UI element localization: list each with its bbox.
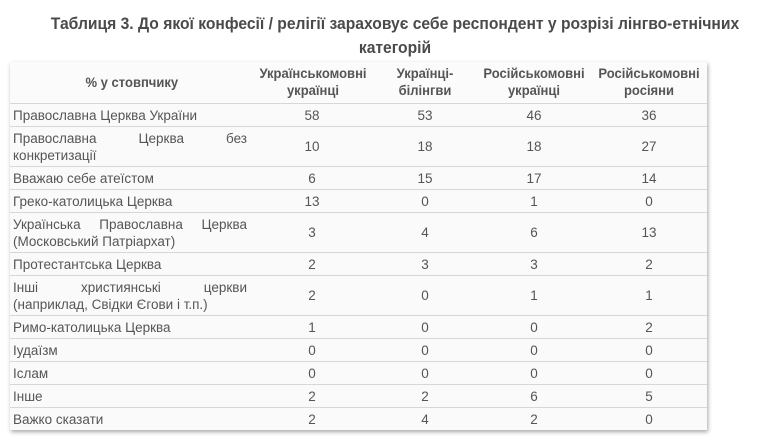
cell-value: 3 [373, 252, 477, 276]
cell-value: 1 [253, 315, 373, 339]
cell-value: 0 [373, 361, 477, 385]
cell-value: 6 [477, 212, 591, 253]
column-header-label: Російськомовні росіяни [598, 65, 700, 98]
table-row: Іслам 0 0 0 0 [10, 361, 707, 385]
table-row: Інше 2 2 6 5 [10, 384, 707, 408]
cell-value: 53 [373, 103, 477, 127]
column-header-bilingual-ukrainians: Українці-білінгви [373, 62, 477, 104]
cell-value: 2 [253, 407, 373, 430]
religion-table-container: % у стовпчику Українськомовні українці У… [10, 62, 707, 430]
cell-value: 2 [253, 252, 373, 276]
table-row: Православна Церква України 58 53 46 36 [10, 103, 707, 127]
table-row: Вважаю себе атеїстом 6 15 17 14 [10, 166, 707, 190]
table-title: Таблиця 3. До якої конфесії / релігії за… [50, 14, 740, 57]
cell-value: 18 [477, 126, 591, 167]
cell-value: 0 [477, 315, 591, 339]
column-header-russian-speaking-ukrainians: Російськомовні українці [477, 62, 591, 104]
cell-value: 0 [591, 361, 707, 385]
row-label: Іудаїзм [10, 338, 253, 362]
cell-value: 0 [591, 338, 707, 362]
cell-value: 14 [591, 166, 707, 190]
table-row: Важко сказати 2 4 2 0 [10, 407, 707, 430]
cell-value: 0 [253, 338, 373, 362]
cell-value: 15 [373, 166, 477, 190]
row-label: Українська Православна Церква (Московськ… [10, 212, 253, 253]
column-header-percent: % у стовпчику [10, 62, 253, 104]
cell-value: 46 [477, 103, 591, 127]
cell-value: 6 [477, 384, 591, 408]
cell-value: 2 [591, 315, 707, 339]
cell-value: 2 [373, 384, 477, 408]
column-header-label: Українськомовні українці [259, 65, 367, 98]
cell-value: 0 [373, 338, 477, 362]
cell-value: 0 [373, 275, 477, 316]
table-row: Іудаїзм 0 0 0 0 [10, 338, 707, 362]
row-label: Греко-католицька Церква [10, 189, 253, 213]
table-row: Греко-католицька Церква 13 0 1 0 [10, 189, 707, 213]
cell-value: 58 [253, 103, 373, 127]
row-label: Іслам [10, 361, 253, 385]
cell-value: 36 [591, 103, 707, 127]
cell-value: 0 [373, 315, 477, 339]
cell-value: 2 [253, 275, 373, 316]
row-label: Православна Церква без конкретизації [10, 126, 253, 167]
cell-value: 1 [477, 275, 591, 316]
column-header-russian-speaking-russians: Російськомовні росіяни [591, 62, 707, 104]
cell-value: 0 [591, 189, 707, 213]
cell-value: 6 [253, 166, 373, 190]
table-row: Протестантська Церква 2 3 3 2 [10, 252, 707, 276]
cell-value: 13 [253, 189, 373, 213]
cell-value: 2 [253, 384, 373, 408]
header-row: % у стовпчику Українськомовні українці У… [10, 62, 707, 104]
table-row: Римо-католицька Церква 1 0 0 2 [10, 315, 707, 339]
row-label: Інше [10, 384, 253, 408]
table-row: Інші християнські церкви (наприклад, Сві… [10, 275, 707, 316]
row-label: Важко сказати [10, 407, 253, 430]
cell-value: 0 [373, 189, 477, 213]
cell-value: 0 [477, 361, 591, 385]
column-header-label: Українці-білінгви [396, 65, 454, 98]
cell-value: 18 [373, 126, 477, 167]
cell-value: 27 [591, 126, 707, 167]
cell-value: 0 [477, 338, 591, 362]
row-label: Інші християнські церкви (наприклад, Сві… [10, 275, 253, 316]
cell-value: 0 [591, 407, 707, 430]
row-label: Вважаю себе атеїстом [10, 166, 253, 190]
cell-value: 4 [373, 407, 477, 430]
religion-by-lingo-ethnic-table: % у стовпчику Українськомовні українці У… [10, 62, 707, 430]
cell-value: 2 [591, 252, 707, 276]
row-label: Православна Церква України [10, 103, 253, 127]
cell-value: 1 [591, 275, 707, 316]
cell-value: 3 [477, 252, 591, 276]
column-header-label: % у стовпчику [85, 73, 178, 90]
cell-value: 13 [591, 212, 707, 253]
cell-value: 10 [253, 126, 373, 167]
cell-value: 4 [373, 212, 477, 253]
table-row: Українська Православна Церква (Московськ… [10, 212, 707, 253]
row-label: Римо-католицька Церква [10, 315, 253, 339]
cell-value: 3 [253, 212, 373, 253]
cell-value: 2 [477, 407, 591, 430]
cell-value: 17 [477, 166, 591, 190]
cell-value: 5 [591, 384, 707, 408]
cell-value: 1 [477, 189, 591, 213]
column-header-label: Російськомовні українці [483, 65, 585, 98]
cell-value: 0 [253, 361, 373, 385]
row-label: Протестантська Церква [10, 252, 253, 276]
column-header-ukrainian-speaking-ukrainians: Українськомовні українці [253, 62, 373, 104]
table-row: Православна Церква без конкретизації 10 … [10, 126, 707, 167]
